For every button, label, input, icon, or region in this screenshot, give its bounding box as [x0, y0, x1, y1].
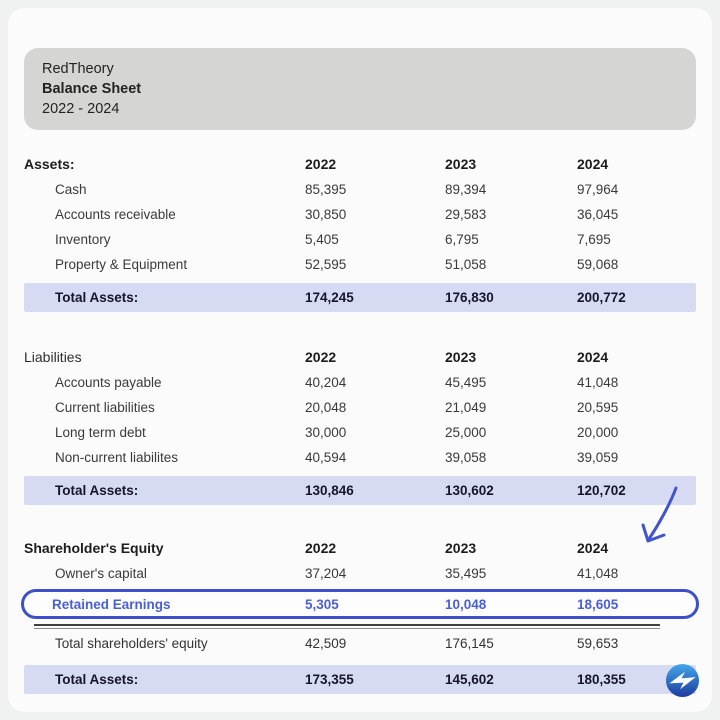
year-header: 2023	[445, 539, 477, 556]
row-value: 6,795	[445, 232, 479, 247]
row-value: 5,305	[305, 596, 339, 612]
section-assets: Assets: 2022 2023 2024 Cash 85,395 89,39…	[24, 150, 696, 312]
table-row: Accounts receivable 30,850 29,583 36,045	[24, 202, 696, 227]
row-value: 18,605	[577, 596, 619, 612]
year-header: 2024	[577, 348, 609, 365]
row-label: Cash	[55, 182, 87, 197]
row-label: Accounts payable	[55, 375, 162, 390]
table-row: Non-current liabilites 40,594 39,058 39,…	[24, 445, 696, 470]
total-row: Total Assets: 174,245 176,830 200,772	[24, 283, 696, 312]
row-value: 42,509	[305, 636, 347, 651]
row-value: 5,405	[305, 232, 339, 247]
section-title: Assets:	[24, 155, 75, 172]
total-value: 120,702	[577, 483, 626, 498]
section-shareholders-equity: Shareholder's Equity 2022 2023 2024 Owne…	[21, 534, 699, 694]
row-label: Property & Equipment	[55, 257, 188, 272]
retained-earnings-highlight-row: Retained Earnings 5,305 10,048 18,605	[21, 589, 699, 619]
row-value: 52,595	[305, 257, 347, 272]
row-value: 30,000	[305, 425, 347, 440]
row-value: 59,068	[577, 257, 619, 272]
total-label: Total Assets:	[55, 672, 139, 687]
row-value: 45,495	[445, 375, 487, 390]
row-value: 20,595	[577, 400, 619, 415]
company-name: RedTheory	[42, 61, 114, 77]
row-label: Retained Earnings	[52, 596, 171, 612]
section-header-row: Shareholder's Equity 2022 2023 2024	[24, 534, 696, 561]
row-value: 85,395	[305, 182, 347, 197]
section-title: Liabilities	[24, 348, 82, 365]
row-value: 35,495	[445, 566, 487, 581]
total-row: Total Assets: 130,846 130,602 120,702	[24, 476, 696, 505]
section-header-row: Liabilities 2022 2023 2024	[24, 343, 696, 370]
year-header: 2022	[305, 539, 337, 556]
row-value: 51,058	[445, 257, 487, 272]
section-title: Shareholder's Equity	[24, 539, 164, 556]
total-label: Total Assets:	[55, 483, 139, 498]
document-period: 2022 - 2024	[42, 101, 120, 117]
total-value: 174,245	[305, 290, 354, 305]
row-value: 176,145	[445, 636, 494, 651]
table-row: Long term debt 30,000 25,000 20,000	[24, 420, 696, 445]
row-value: 30,850	[305, 207, 347, 222]
row-value: 39,059	[577, 450, 619, 465]
year-header: 2024	[577, 539, 609, 556]
table-row: Property & Equipment 52,595 51,058 59,06…	[24, 252, 696, 277]
row-value: 40,594	[305, 450, 347, 465]
balance-sheet-card: RedTheory Balance Sheet 2022 - 2024 Asse…	[8, 8, 712, 712]
brand-zap-logo-icon	[665, 663, 700, 698]
annotation-arrow-icon	[641, 486, 678, 543]
total-value: 130,846	[305, 483, 354, 498]
row-value: 40,204	[305, 375, 347, 390]
row-value: 89,394	[445, 182, 487, 197]
total-value: 200,772	[577, 290, 626, 305]
row-value: 7,695	[577, 232, 611, 247]
row-value: 37,204	[305, 566, 347, 581]
section-header-row: Assets: 2022 2023 2024	[24, 150, 696, 177]
row-value: 25,000	[445, 425, 487, 440]
row-label: Inventory	[55, 232, 111, 247]
row-label: Accounts receivable	[55, 207, 176, 222]
total-value: 173,355	[305, 672, 354, 687]
row-value: 39,058	[445, 450, 487, 465]
total-row: Total Assets: 173,355 145,602 180,355	[24, 665, 696, 694]
row-value: 97,964	[577, 182, 619, 197]
subtotal-row: Total shareholders' equity 42,509 176,14…	[24, 630, 696, 657]
row-value: 20,000	[577, 425, 619, 440]
row-value: 20,048	[305, 400, 347, 415]
year-header: 2024	[577, 155, 609, 172]
year-header: 2022	[305, 348, 337, 365]
row-value: 59,653	[577, 636, 619, 651]
row-label: Current liabilities	[55, 400, 155, 415]
row-value: 21,049	[445, 400, 487, 415]
row-value: 10,048	[445, 596, 487, 612]
row-label: Long term debt	[55, 425, 146, 440]
row-label: Owner's capital	[55, 566, 147, 581]
table-row: Current liabilities 20,048 21,049 20,595	[24, 395, 696, 420]
total-value: 130,602	[445, 483, 494, 498]
row-label: Total shareholders' equity	[55, 636, 208, 651]
table-row: Owner's capital 37,204 35,495 41,048	[24, 561, 696, 586]
total-value: 176,830	[445, 290, 494, 305]
table-row: Accounts payable 40,204 45,495 41,048	[24, 370, 696, 395]
document-header: RedTheory Balance Sheet 2022 - 2024	[24, 48, 696, 130]
total-label: Total Assets:	[55, 290, 139, 305]
year-header: 2023	[445, 155, 477, 172]
row-value: 41,048	[577, 566, 619, 581]
total-value: 180,355	[577, 672, 626, 687]
row-value: 41,048	[577, 375, 619, 390]
row-label: Non-current liabilites	[55, 450, 179, 465]
double-rule-divider	[34, 624, 660, 629]
document-title: Balance Sheet	[42, 81, 142, 97]
year-header: 2022	[305, 155, 337, 172]
table-row: Cash 85,395 89,394 97,964	[24, 177, 696, 202]
row-value: 36,045	[577, 207, 619, 222]
year-header: 2023	[445, 348, 477, 365]
total-value: 145,602	[445, 672, 494, 687]
table-row: Inventory 5,405 6,795 7,695	[24, 227, 696, 252]
section-liabilities: Liabilities 2022 2023 2024 Accounts paya…	[24, 343, 696, 505]
row-value: 29,583	[445, 207, 487, 222]
